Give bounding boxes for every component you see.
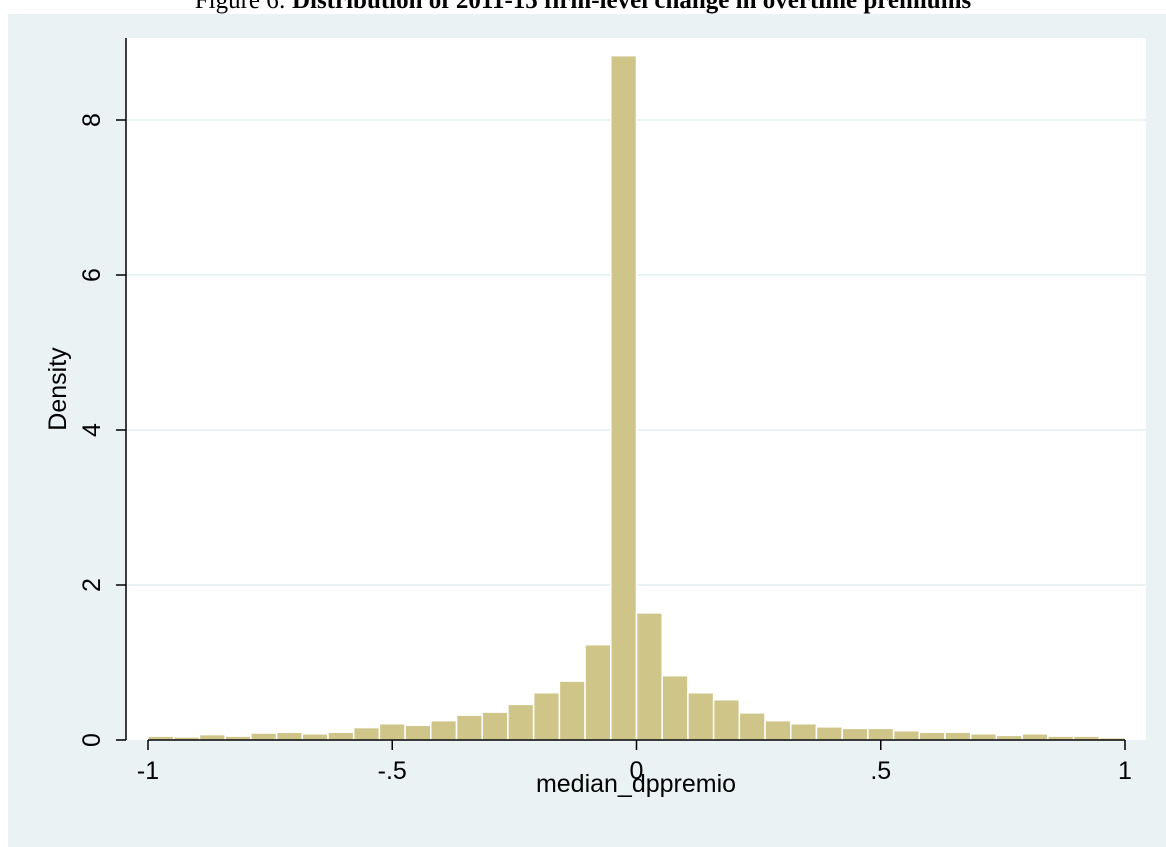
histogram-bar: [712, 698, 741, 741]
histogram-bars: [147, 54, 1126, 741]
y-tick-label: 4: [78, 423, 106, 437]
tick-labels: -1 -.5 0 .5 1 0 2 4 6 8: [78, 113, 1132, 785]
x-tick-label: -1: [137, 757, 159, 785]
histogram-bar: [738, 712, 766, 741]
histogram-bar: [687, 691, 715, 741]
histogram-bar: [892, 729, 921, 741]
histogram-bar: [764, 719, 792, 741]
histogram-bar: [969, 733, 998, 741]
histogram-bar: [327, 731, 355, 741]
y-tick-label: 6: [78, 268, 106, 282]
x-tick-label: -.5: [378, 757, 407, 785]
axes: [116, 38, 1126, 750]
histogram-bar: [635, 612, 663, 741]
x-axis-label: median_dppremio: [536, 770, 736, 798]
histogram-bar: [790, 722, 818, 741]
figure-number: Figure 6:: [194, 0, 286, 14]
histogram-bar: [841, 727, 869, 741]
histogram-bar: [1021, 733, 1049, 741]
y-tick-label: 2: [78, 578, 106, 592]
histogram-bar: [661, 674, 689, 741]
histogram-bar: [301, 733, 329, 741]
histogram-bar: [944, 731, 972, 741]
histogram-bar: [532, 691, 561, 741]
figure-title: Distribution of 2011-15 firm-level chang…: [291, 0, 972, 14]
histogram-bar: [610, 54, 638, 741]
x-tick-label: 0: [630, 757, 644, 785]
histogram-bar: [507, 703, 535, 741]
x-tick-label: 1: [1118, 757, 1132, 785]
histogram-bar: [918, 731, 946, 741]
x-tick-label: .5: [870, 757, 891, 785]
histogram-bar: [352, 726, 381, 741]
histogram-bar: [558, 680, 586, 741]
histogram-bar: [275, 731, 304, 741]
histogram-bar: [404, 724, 432, 741]
histogram-bar: [815, 726, 843, 741]
histogram-bar: [584, 643, 612, 741]
y-tick-label: 8: [78, 113, 106, 127]
histogram-bar: [867, 727, 895, 741]
histogram-bar: [481, 711, 509, 741]
y-tick-label: 0: [78, 733, 106, 747]
histogram-bar: [250, 732, 278, 741]
histogram-bar: [378, 722, 406, 741]
y-axis-label: Density: [44, 347, 72, 431]
histogram-bar: [430, 719, 458, 741]
histogram-bar: [455, 714, 483, 741]
figure-caption: Figure 6: Distribution of 2011-15 firm-l…: [0, 0, 1166, 16]
histogram-bar: [198, 733, 226, 741]
